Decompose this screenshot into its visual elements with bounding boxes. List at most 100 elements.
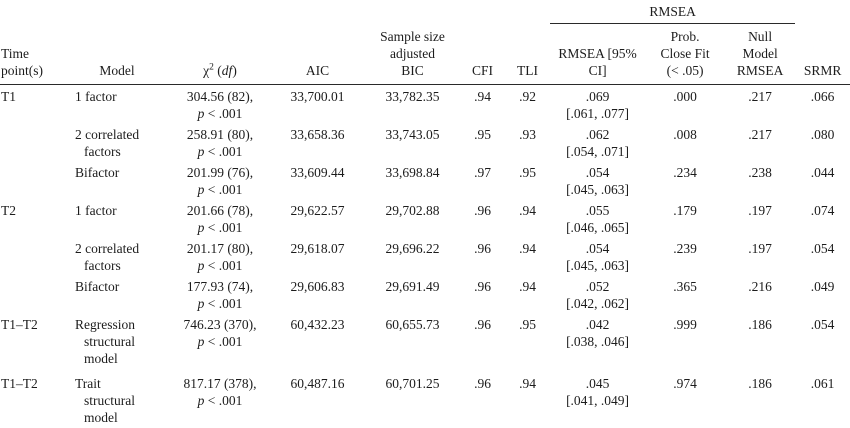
spanner-spacer-right bbox=[795, 3, 850, 24]
rmsea-confidence-interval: [.061, .077] bbox=[566, 106, 630, 121]
chi-df: df bbox=[221, 63, 233, 78]
chi-symbol: χ bbox=[203, 63, 210, 78]
cell-model: 1 factor bbox=[64, 199, 170, 237]
cell-srmr: .061 bbox=[810, 376, 835, 391]
p-symbol: p bbox=[197, 144, 205, 159]
cell-rmsea: .054 [.045, .063] bbox=[550, 237, 645, 275]
model-line: factors bbox=[84, 258, 121, 273]
model-line: 1 factor bbox=[75, 203, 117, 218]
cell-adjusted-bic: 29,702.88 bbox=[385, 203, 440, 218]
cell-srmr: .049 bbox=[810, 279, 835, 294]
cell-tli: .94 bbox=[519, 203, 536, 218]
cell-tli: .94 bbox=[519, 279, 536, 294]
cell-time-point: T1–T2 bbox=[1, 376, 38, 391]
rmsea-spanner-heading: RMSEA bbox=[550, 3, 796, 24]
col-header-chi-square: χ2 (df) bbox=[170, 23, 270, 85]
cell-aic: 33,700.01 bbox=[290, 89, 345, 104]
cell-srmr: .054 bbox=[810, 317, 835, 332]
col-header-srmr: SRMR bbox=[795, 23, 850, 85]
cell-rmsea: .054 [.045, .063] bbox=[550, 161, 645, 199]
model-line: structural bbox=[84, 393, 135, 408]
table-row: T1–T2 Regression structural model 746.23 (37… bbox=[0, 313, 850, 372]
cell-aic: 29,622.57 bbox=[290, 203, 345, 218]
table-row: Bifactor 177.93 (74), p < .001 29,606.83 29,… bbox=[0, 275, 850, 313]
p-threshold: < .001 bbox=[204, 258, 243, 273]
rmsea-value: .054 bbox=[585, 165, 610, 180]
cell-aic: 29,606.83 bbox=[290, 279, 345, 294]
cell-adjusted-bic: 60,655.73 bbox=[385, 317, 440, 332]
cell-chi-square: 304.56 (82), p < .001 bbox=[170, 85, 270, 124]
cell-cfi: .96 bbox=[474, 203, 491, 218]
p-value-line: p < .001 bbox=[172, 295, 268, 312]
rmsea-value: .052 bbox=[585, 279, 610, 294]
rmsea-confidence-interval: [.046, .065] bbox=[566, 220, 630, 235]
cell-tli: .94 bbox=[519, 241, 536, 256]
cell-aic: 60,432.23 bbox=[290, 317, 345, 332]
table-body: T1 1 factor 304.56 (82), p < .001 33,700.01 3… bbox=[0, 85, 850, 428]
rmsea-confidence-interval: [.045, .063] bbox=[566, 258, 630, 273]
p-value-line: p < .001 bbox=[172, 105, 268, 122]
chi-square-value: 177.93 (74), bbox=[186, 279, 254, 294]
cell-prob-close-fit: .365 bbox=[673, 279, 697, 294]
cell-cfi: .94 bbox=[474, 89, 491, 104]
p-threshold: < .001 bbox=[204, 106, 243, 121]
cell-tli: .92 bbox=[519, 89, 536, 104]
cell-model: Bifactor bbox=[64, 161, 170, 199]
col-header-null-model-rmsea: Null Model RMSEA bbox=[725, 23, 796, 85]
table-row: T1 1 factor 304.56 (82), p < .001 33,700.01 3… bbox=[0, 85, 850, 124]
rmsea-value: .055 bbox=[585, 203, 610, 218]
p-threshold: < .001 bbox=[204, 393, 243, 408]
rmsea-confidence-interval: [.038, .046] bbox=[566, 334, 630, 349]
cell-chi-square: 258.91 (80), p < .001 bbox=[170, 123, 270, 161]
cell-srmr: .044 bbox=[810, 165, 835, 180]
cell-srmr: .074 bbox=[810, 203, 835, 218]
chi-paren-open: ( bbox=[213, 63, 222, 78]
rmsea-value: .069 bbox=[585, 89, 610, 104]
cell-time-point: T2 bbox=[1, 203, 16, 218]
model-line: factors bbox=[84, 144, 121, 159]
cell-chi-square: 201.17 (80), p < .001 bbox=[170, 237, 270, 275]
cell-prob-close-fit: .974 bbox=[673, 376, 697, 391]
rmsea-confidence-interval: [.054, .071] bbox=[566, 144, 630, 159]
p-threshold: < .001 bbox=[204, 296, 243, 311]
p-threshold: < .001 bbox=[204, 144, 243, 159]
cell-time-point bbox=[0, 161, 64, 199]
rmsea-confidence-interval: [.045, .063] bbox=[566, 182, 630, 197]
cell-null-model-rmsea: .238 bbox=[748, 165, 772, 180]
cell-rmsea: .042 [.038, .046] bbox=[550, 313, 645, 372]
cell-cfi: .96 bbox=[474, 317, 491, 332]
cell-aic: 60,487.16 bbox=[290, 376, 345, 391]
cell-adjusted-bic: 60,701.25 bbox=[385, 376, 440, 391]
chi-square-value: 746.23 (370), bbox=[183, 317, 257, 332]
cell-aic: 33,658.36 bbox=[290, 127, 345, 142]
chi-square-value: 201.17 (80), bbox=[186, 241, 254, 256]
cell-aic: 33,609.44 bbox=[290, 165, 345, 180]
cell-prob-close-fit: .239 bbox=[673, 241, 697, 256]
cell-rmsea: .062 [.054, .071] bbox=[550, 123, 645, 161]
cell-rmsea: .052 [.042, .062] bbox=[550, 275, 645, 313]
table-header: RMSEA Time point(s) Model χ2 (df) AIC Sa… bbox=[0, 3, 850, 85]
p-value-line: p < .001 bbox=[172, 392, 268, 409]
col-header-prob-close-fit: Prob. Close Fit (< .05) bbox=[645, 23, 726, 85]
cell-model: 1 factor bbox=[64, 85, 170, 124]
cell-tli: .95 bbox=[519, 165, 536, 180]
chi-square-value: 201.99 (76), bbox=[186, 165, 254, 180]
cell-chi-square: 177.93 (74), p < .001 bbox=[170, 275, 270, 313]
model-line: model bbox=[84, 351, 118, 366]
chi-square-value: 817.17 (378), bbox=[183, 376, 257, 391]
model-line: Trait bbox=[75, 376, 101, 391]
cell-null-model-rmsea: .197 bbox=[748, 241, 772, 256]
column-header-row: Time point(s) Model χ2 (df) AIC Sample s… bbox=[0, 23, 850, 85]
cell-tli: .95 bbox=[519, 317, 536, 332]
rmsea-value: .045 bbox=[585, 376, 610, 391]
p-symbol: p bbox=[197, 334, 205, 349]
table-row: 2 correlated factors 201.17 (80), p < .001 2… bbox=[0, 237, 850, 275]
rmsea-confidence-interval: [.042, .062] bbox=[566, 296, 630, 311]
cell-cfi: .97 bbox=[474, 165, 491, 180]
spanner-row: RMSEA bbox=[0, 3, 850, 24]
cell-chi-square: 201.66 (78), p < .001 bbox=[170, 199, 270, 237]
cell-null-model-rmsea: .217 bbox=[748, 127, 772, 142]
cell-time-point bbox=[0, 123, 64, 161]
col-header-cfi: CFI bbox=[460, 23, 505, 85]
